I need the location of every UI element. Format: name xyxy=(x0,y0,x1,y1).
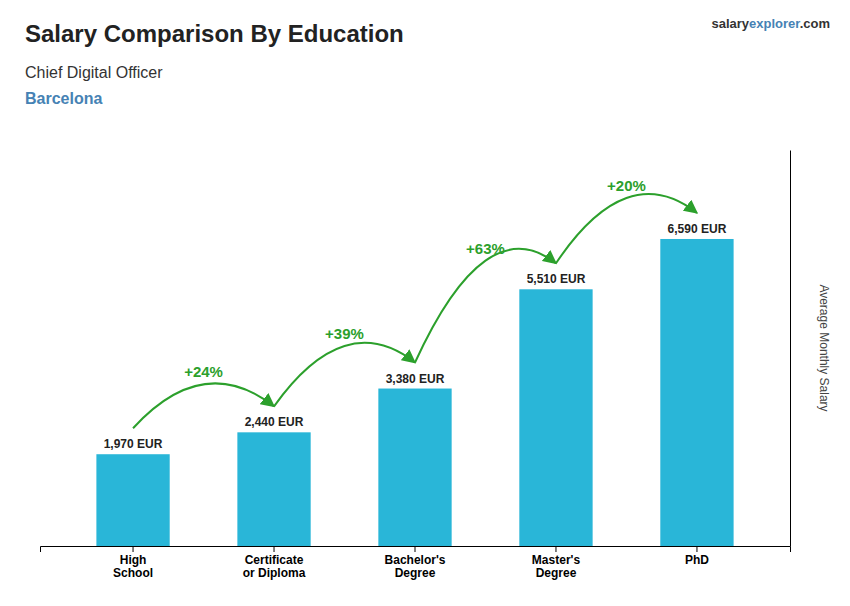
x-tick: Master'sDegree xyxy=(532,546,581,580)
data-label: 5,510 EUR xyxy=(527,272,586,286)
chart: Salary Comparison By Education Chief Digi… xyxy=(0,0,850,606)
x-axis-line xyxy=(41,547,791,553)
x-tick: PhD xyxy=(685,546,709,567)
x-tick-mark xyxy=(696,546,697,552)
bars xyxy=(96,239,733,546)
x-tick: Certificateor Diploma xyxy=(243,546,306,580)
x-tick-label-line: Degree xyxy=(536,566,577,580)
change-arrow xyxy=(415,249,556,363)
x-tick-mark xyxy=(415,546,416,552)
website-part: explorer xyxy=(749,16,800,31)
x-tick-label: Bachelor'sDegree xyxy=(385,553,446,581)
x-tick: HighSchool xyxy=(113,546,153,580)
y-axis-title: Average Monthly Salary xyxy=(817,284,831,411)
bar xyxy=(237,432,310,546)
x-tick-mark xyxy=(274,546,275,552)
change-arrow xyxy=(556,194,697,263)
bar xyxy=(519,289,592,546)
x-tick-label: Certificateor Diploma xyxy=(243,553,306,581)
website-part: salary xyxy=(711,16,749,31)
x-tick-label-line: Degree xyxy=(395,566,436,580)
x-tick-mark xyxy=(133,546,134,552)
change-label: +39% xyxy=(325,325,364,342)
y-axis-line xyxy=(790,151,791,547)
change-arrow xyxy=(274,343,415,406)
title: Salary Comparison By Education xyxy=(25,20,404,47)
data-label: 1,970 EUR xyxy=(104,437,163,451)
bar xyxy=(378,389,451,546)
x-tick-label-line: High xyxy=(120,553,147,567)
x-tick-label-line: Certificate xyxy=(245,553,304,567)
change-arrow xyxy=(133,383,274,428)
data-label: 6,590 EUR xyxy=(668,222,727,236)
annotations: 1,970 EUR 2,440 EUR 3,380 EUR 5,510 EUR 6,59… xyxy=(104,177,727,451)
change-label: +63% xyxy=(466,240,505,257)
x-tick-label-line: School xyxy=(113,566,153,580)
data-label: 3,380 EUR xyxy=(386,372,445,386)
x-tick-mark xyxy=(555,546,556,552)
x-tick-label-line: or Diploma xyxy=(243,566,306,580)
x-tick: Bachelor'sDegree xyxy=(385,546,446,580)
change-label: +20% xyxy=(607,177,646,194)
y-axis xyxy=(790,151,791,547)
x-axis: HighSchool Certificateor Diploma Bachelor'… xyxy=(41,546,791,580)
x-tick-label: HighSchool xyxy=(113,553,153,581)
bar xyxy=(96,454,169,546)
x-tick-label-line: PhD xyxy=(685,553,709,567)
x-tick-label: PhD xyxy=(685,553,709,567)
data-label: 2,440 EUR xyxy=(245,415,304,429)
change-label: +24% xyxy=(184,363,223,380)
x-tick-label-line: Master's xyxy=(532,553,581,567)
subtitle: Barcelona xyxy=(25,90,102,107)
plot: HighSchool Certificateor Diploma Bachelor'… xyxy=(41,151,791,581)
subtitle: Chief Digital Officer xyxy=(25,64,163,81)
x-tick-label-line: Bachelor's xyxy=(385,553,446,567)
website: salaryexplorer.com xyxy=(711,16,830,31)
bar xyxy=(660,239,733,546)
website-part: .com xyxy=(800,16,830,31)
x-tick-label: Master'sDegree xyxy=(532,553,581,581)
